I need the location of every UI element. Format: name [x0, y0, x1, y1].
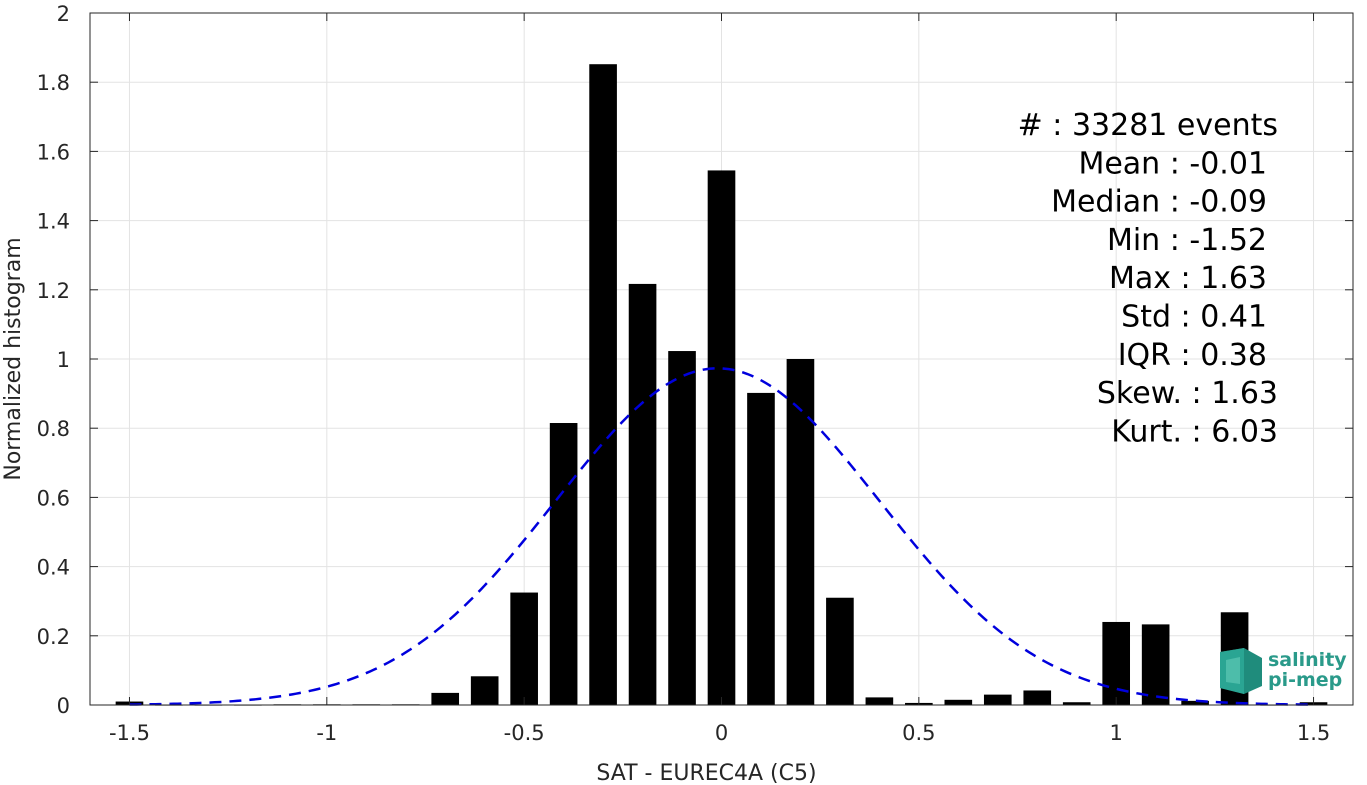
histogram-bar: [668, 351, 696, 705]
stat-line: Kurt. : 6.03: [1111, 414, 1278, 449]
y-tick-label: 1.6: [37, 140, 70, 164]
y-tick-label: 0: [57, 694, 70, 718]
x-tick-label: -1: [316, 721, 337, 745]
histogram-bar: [1181, 700, 1209, 705]
histogram-bar: [1141, 624, 1170, 705]
histogram-bar: [628, 283, 657, 705]
x-axis-label: SAT - EUREC4A (C5): [596, 761, 816, 785]
histogram-bar: [786, 359, 815, 705]
salinity-pi-mep-logo: salinity pi-mep: [1220, 648, 1347, 694]
histogram-bar: [549, 423, 578, 705]
x-tick-label: -0.5: [504, 721, 545, 745]
x-tick-label: 0: [715, 721, 728, 745]
histogram-bar: [589, 64, 617, 705]
histogram-bar: [983, 694, 1012, 705]
y-tick-label: 1: [57, 348, 70, 372]
x-tick-label: 1.5: [1297, 721, 1330, 745]
logo-cube-icon: [1220, 648, 1262, 694]
histogram-bar: [747, 392, 775, 705]
stat-line: Median : -0.09: [1051, 185, 1267, 220]
histogram-bar: [944, 699, 973, 705]
x-tick-label: 1: [1110, 721, 1123, 745]
histogram-bar: [431, 692, 460, 705]
y-tick-label: 0.2: [37, 625, 70, 649]
x-tick-label: 0.5: [902, 721, 935, 745]
bars: [115, 64, 1328, 706]
y-tick-label: 1.2: [37, 279, 70, 303]
y-tick-label: 1.8: [37, 71, 70, 95]
y-tick-label: 0.4: [37, 556, 70, 580]
y-tick-label: 0.8: [37, 417, 70, 441]
y-axis-ticks: 0 0.2 0.4 0.6 0.8 1 1.2 1.4 1.6 1.8 2: [37, 2, 1353, 718]
logo-line2: pi-mep: [1268, 669, 1342, 691]
stat-line: Min : -1.52: [1107, 223, 1267, 258]
histogram-bar: [1102, 621, 1131, 705]
y-tick-label: 1.4: [37, 210, 70, 234]
stat-line: Max : 1.63: [1109, 261, 1267, 296]
y-tick-label: 0.6: [37, 486, 70, 510]
histogram-bar: [1023, 690, 1052, 705]
logo-line1: salinity: [1268, 649, 1347, 671]
stat-line: Mean : -0.01: [1078, 146, 1267, 181]
x-tick-label: -1.5: [109, 721, 150, 745]
histogram-bar: [1062, 702, 1091, 705]
x-axis-ticks: -1.5 -1 -0.5 0 0.5 1 1.5: [109, 13, 1330, 745]
histogram-bar: [470, 676, 499, 705]
stat-line: # : 33281 events: [1018, 108, 1278, 143]
stat-line: IQR : 0.38: [1118, 338, 1267, 373]
y-tick-label: 2: [57, 2, 70, 26]
histogram-bar: [865, 697, 894, 705]
stat-line: Std : 0.41: [1121, 300, 1267, 335]
histogram-bar: [826, 597, 854, 705]
histogram-bar: [707, 170, 736, 705]
y-axis-label: Normalized histogram: [1, 237, 26, 480]
histogram-bar: [510, 592, 538, 705]
stat-line: Skew. : 1.63: [1097, 376, 1278, 411]
